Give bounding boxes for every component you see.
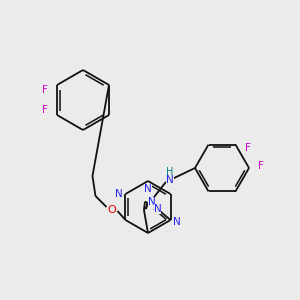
Text: F: F <box>244 142 250 153</box>
Text: N: N <box>154 204 161 214</box>
Text: N: N <box>115 189 122 199</box>
Text: H: H <box>166 167 174 177</box>
Text: F: F <box>42 105 48 115</box>
Text: O: O <box>107 205 116 215</box>
Text: N: N <box>148 197 156 207</box>
Text: F: F <box>258 161 264 171</box>
Text: F: F <box>42 85 48 95</box>
Text: N: N <box>166 175 174 185</box>
Text: N: N <box>144 184 152 194</box>
Text: N: N <box>172 217 180 227</box>
